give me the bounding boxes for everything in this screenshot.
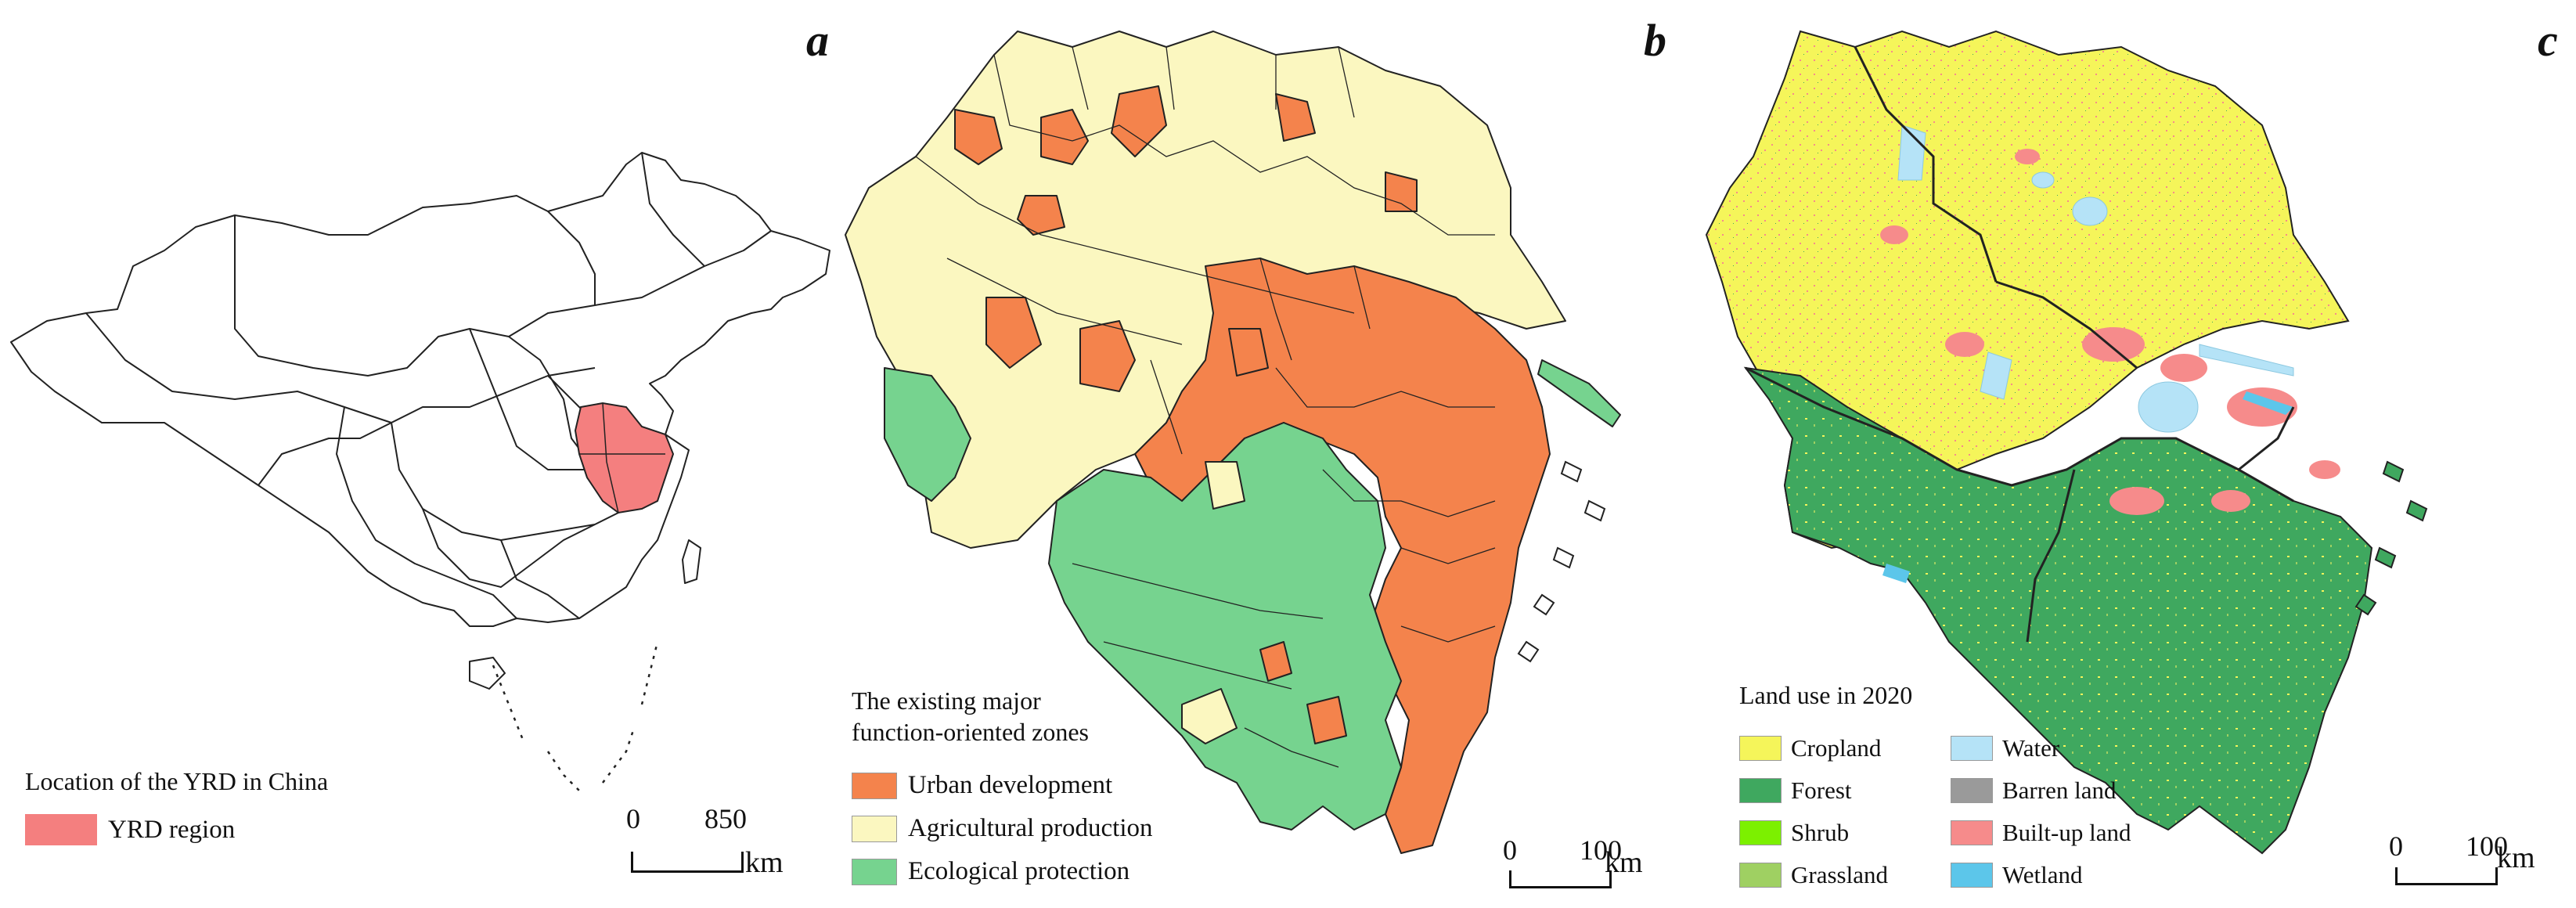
- province-line: [336, 406, 517, 619]
- landuse-wetland: [1882, 391, 2293, 583]
- legend-item-forest: Forest: [1739, 776, 1852, 805]
- legend-label: Urban development: [908, 771, 1113, 799]
- scale-start: 0: [626, 803, 640, 834]
- legend-label: Ecological protection: [908, 857, 1130, 885]
- function-zones-map: [845, 31, 1621, 854]
- china-map: [10, 152, 830, 791]
- scale-start: 0: [1503, 834, 1517, 866]
- legend-swatch: [1739, 863, 1782, 888]
- province-line: [85, 312, 596, 423]
- legend-item-water: Water: [1951, 734, 2059, 762]
- legend-title: Location of the YRD in China: [25, 767, 329, 795]
- zone-urban: [1040, 109, 1089, 165]
- zone-urban: [1259, 641, 1292, 682]
- scale-unit: km: [745, 846, 784, 879]
- legend-swatch: [1951, 778, 1993, 803]
- zone-agricultural: [1181, 688, 1238, 744]
- province-line: [547, 211, 596, 305]
- scale-end: 100: [2466, 831, 2508, 862]
- legend-item-yrd: YRD region: [25, 814, 235, 845]
- yrd-region-highlight: [574, 402, 675, 514]
- legend-item-ecological: Ecological protection: [852, 857, 1129, 886]
- zone-urban: [1228, 328, 1269, 377]
- landuse-water: [1897, 124, 2294, 433]
- province-line: [234, 215, 772, 377]
- legend-item-wetland: Wetland: [1951, 861, 2083, 889]
- china-outline: [10, 152, 830, 627]
- panel-b-function-zones: b The existing major function-oriented z…: [838, 0, 1699, 908]
- land-use-map: [1705, 30, 2428, 855]
- province-line: [422, 508, 596, 588]
- legend-swatch: [1951, 820, 1993, 845]
- legend-label: YRD region: [108, 815, 236, 844]
- legend-label: Wetland: [2002, 861, 2083, 888]
- scale-unit: km: [2497, 841, 2535, 874]
- legend-title-line1: The existing major: [852, 686, 1041, 715]
- panel-a-china-location: a Location of the YRD in China YRD regio…: [0, 0, 838, 908]
- province-line: [258, 422, 392, 486]
- legend-label: Agricultural production: [908, 814, 1153, 842]
- zone-ecological: [1537, 359, 1621, 427]
- legend-item-agricultural: Agricultural production: [852, 814, 1153, 843]
- province-line: [500, 539, 580, 619]
- zone-urban: [1111, 85, 1167, 157]
- legend-label: Water: [2002, 734, 2060, 762]
- legend-swatch: [25, 814, 97, 845]
- scale-bar: [631, 852, 744, 873]
- legend-label: Cropland: [1791, 734, 1882, 762]
- legend-item-builtup: Built-up land: [1951, 819, 2131, 847]
- legend-swatch: [852, 858, 897, 885]
- legend-title-line2: function-oriented zones: [852, 718, 1089, 746]
- legend-label: Barren land: [2002, 776, 2117, 804]
- legend-label: Forest: [1791, 776, 1852, 804]
- legend-swatch: [1739, 778, 1782, 803]
- legend-item-shrub: Shrub: [1739, 819, 1849, 847]
- legend-item-barren: Barren land: [1951, 776, 2116, 805]
- south-china-sea-dashes: [492, 641, 659, 791]
- taiwan-island: [682, 539, 701, 584]
- zone-urban: [954, 109, 1003, 165]
- panel-c-land-use: c Land use in 2020 Cropland Forest Shrub…: [1699, 0, 2576, 908]
- zone-agricultural: [1205, 461, 1245, 510]
- legend-item-grassland: Grassland: [1739, 861, 1888, 889]
- legend-label: Grassland: [1791, 861, 1888, 888]
- scale-bar: [1509, 870, 1612, 888]
- scale-unit: km: [1605, 846, 1643, 879]
- legend-item-urban: Urban development: [852, 771, 1112, 800]
- zone-urban: [1306, 696, 1347, 744]
- zone-urban: [985, 297, 1042, 369]
- zone-urban: [1275, 93, 1316, 142]
- panel-letter: c: [2538, 15, 2558, 66]
- province-line: [641, 152, 705, 267]
- legend-label: Built-up land: [2002, 819, 2131, 846]
- legend-swatch: [852, 772, 897, 799]
- legend-swatch: [1951, 863, 1993, 888]
- scale-end: 100: [1580, 834, 1622, 866]
- legend-swatch: [852, 815, 897, 842]
- zone-ecological: [884, 367, 971, 502]
- scale-start: 0: [2389, 831, 2403, 862]
- panel-letter: b: [1644, 15, 1666, 66]
- zone-urban: [1079, 320, 1136, 392]
- legend-swatch: [1951, 736, 1993, 761]
- panel-letter: a: [806, 15, 829, 66]
- hainan-island: [469, 657, 506, 690]
- legend-label: Shrub: [1791, 819, 1850, 846]
- zone-urban: [1017, 195, 1065, 236]
- legend-swatch: [1739, 736, 1782, 761]
- zone-urban: [1385, 171, 1418, 212]
- scale-end: 850: [704, 803, 747, 834]
- legend-title: Land use in 2020: [1739, 681, 1913, 709]
- scale-bar: [2395, 867, 2498, 885]
- legend-item-cropland: Cropland: [1739, 734, 1881, 762]
- legend-swatch: [1739, 820, 1782, 845]
